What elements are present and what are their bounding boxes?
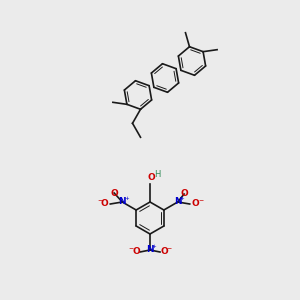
Text: O: O <box>147 173 155 182</box>
Text: O: O <box>160 248 168 256</box>
Text: O: O <box>180 190 188 199</box>
Text: +: + <box>179 196 184 200</box>
Text: N: N <box>146 245 154 254</box>
Text: O: O <box>110 188 118 197</box>
Text: O: O <box>132 248 140 256</box>
Text: O: O <box>100 200 108 208</box>
Text: −: − <box>198 197 203 202</box>
Text: O: O <box>192 200 200 208</box>
Text: N: N <box>118 197 126 206</box>
Text: −: − <box>128 245 134 250</box>
Text: +: + <box>152 244 156 248</box>
Text: −: − <box>167 245 172 250</box>
Text: N: N <box>174 197 182 206</box>
Text: +: + <box>124 196 129 200</box>
Text: −: − <box>98 197 103 202</box>
Text: H: H <box>154 170 160 179</box>
